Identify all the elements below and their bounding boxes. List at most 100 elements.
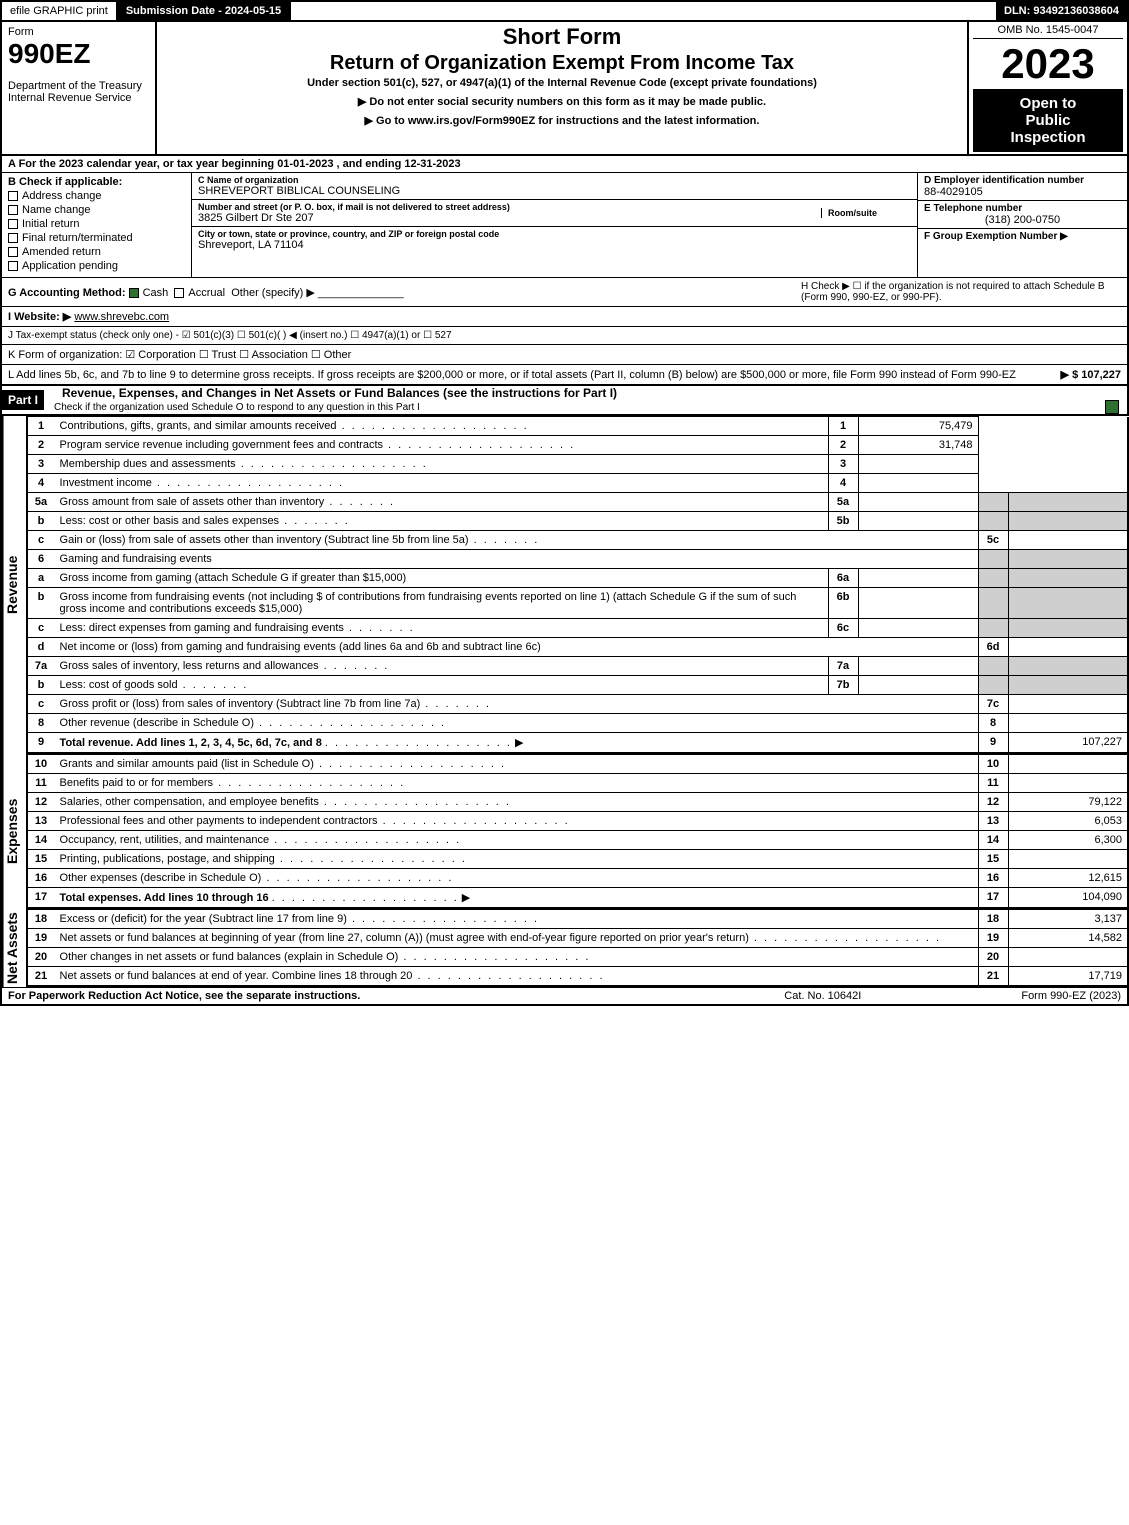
efile-print-label[interactable]: efile GRAPHIC print <box>2 2 118 20</box>
val-11 <box>1008 774 1128 793</box>
opt-address-change: Address change <box>22 190 102 202</box>
section-c: C Name of organization SHREVEPORT BIBLIC… <box>192 173 917 277</box>
num-12: 12 <box>978 793 1008 812</box>
val-5c <box>1008 531 1128 550</box>
desc-10: Grants and similar amounts paid (list in… <box>55 755 978 774</box>
netassets-section: Net Assets 18Excess or (deficit) for the… <box>0 909 1129 987</box>
ln-16: 16 <box>27 869 55 888</box>
chk-cash[interactable] <box>129 288 139 298</box>
desc-15: Printing, publications, postage, and shi… <box>55 850 978 869</box>
revenue-table: 1Contributions, gifts, grants, and simil… <box>26 416 1129 754</box>
section-b: B Check if applicable: Address change Na… <box>2 173 192 277</box>
grey-7a <box>978 657 1008 676</box>
ln-7b: b <box>27 676 55 695</box>
desc-7c: Gross profit or (loss) from sales of inv… <box>55 695 978 714</box>
netassets-table: 18Excess or (deficit) for the year (Subt… <box>26 909 1129 987</box>
org-name: SHREVEPORT BIBLICAL COUNSELING <box>198 185 911 197</box>
desc-14: Occupancy, rent, utilities, and maintena… <box>55 831 978 850</box>
desc-5b: Less: cost or other basis and sales expe… <box>60 515 350 527</box>
form-number: 990EZ <box>8 38 149 70</box>
ln-5c: c <box>27 531 55 550</box>
row-a-period: A For the 2023 calendar year, or tax yea… <box>0 156 1129 173</box>
org-street: 3825 Gilbert Dr Ste 207 <box>198 212 510 224</box>
opt-application-pending: Application pending <box>22 260 118 272</box>
org-city: Shreveport, LA 71104 <box>198 239 911 251</box>
ln-5b: b <box>27 512 55 531</box>
val-8 <box>1008 714 1128 733</box>
org-ein: 88-4029105 <box>924 186 1121 198</box>
top-bar: efile GRAPHIC print Submission Date - 20… <box>0 0 1129 22</box>
form-subline: Under section 501(c), 527, or 4947(a)(1)… <box>163 77 961 89</box>
greyval-7a <box>1008 657 1128 676</box>
val-16: 12,615 <box>1008 869 1128 888</box>
opt-amended-return: Amended return <box>22 246 101 258</box>
revenue-section: Revenue 1Contributions, gifts, grants, a… <box>0 416 1129 754</box>
sub-6b: 6b <box>828 588 858 619</box>
chk-name-change[interactable] <box>8 205 18 215</box>
sub-7a: 7a <box>828 657 858 676</box>
num-17: 17 <box>978 888 1008 909</box>
ln-4: 4 <box>27 474 55 493</box>
dept-label: Department of the Treasury <box>8 80 149 92</box>
val-1: 75,479 <box>858 417 978 436</box>
part1-schedule-o-check[interactable] <box>1105 400 1119 414</box>
open-line-2: Public <box>975 112 1121 129</box>
chk-application-pending[interactable] <box>8 261 18 271</box>
val-3 <box>858 455 978 474</box>
num-10: 10 <box>978 755 1008 774</box>
greyval-5a <box>1008 493 1128 512</box>
greyval-6a <box>1008 569 1128 588</box>
f-group-label: F Group Exemption Number ▶ <box>924 231 1121 242</box>
val-10 <box>1008 755 1128 774</box>
part1-sub: Check if the organization used Schedule … <box>54 402 420 413</box>
chk-initial-return[interactable] <box>8 219 18 229</box>
g-accrual: Accrual <box>188 287 225 299</box>
chk-address-change[interactable] <box>8 191 18 201</box>
website-link[interactable]: www.shrevebc.com <box>74 311 169 323</box>
ln-8: 8 <box>27 714 55 733</box>
desc-7b: Less: cost of goods sold <box>55 676 828 695</box>
ln-2: 2 <box>27 436 55 455</box>
val-14: 6,300 <box>1008 831 1128 850</box>
row-g: G Accounting Method: Cash Accrual Other … <box>8 286 404 299</box>
desc-21: Net assets or fund balances at end of ye… <box>55 967 978 987</box>
ln-14: 14 <box>27 831 55 850</box>
expenses-section: Expenses 10Grants and similar amounts pa… <box>0 754 1129 909</box>
num-20: 20 <box>978 948 1008 967</box>
val-13: 6,053 <box>1008 812 1128 831</box>
val-4 <box>858 474 978 493</box>
g-other: Other (specify) ▶ <box>231 287 315 299</box>
num-14: 14 <box>978 831 1008 850</box>
chk-amended-return[interactable] <box>8 247 18 257</box>
subval-7a <box>858 657 978 676</box>
row-k: K Form of organization: ☑ Corporation ☐ … <box>0 345 1129 365</box>
desc-12: Salaries, other compensation, and employ… <box>55 793 978 812</box>
tax-year: 2023 <box>973 43 1123 85</box>
form-instruct-2: ▶ Go to www.irs.gov/Form990EZ for instru… <box>163 114 961 127</box>
subval-5b <box>858 512 978 531</box>
desc-17: Total expenses. Add lines 10 through 16 <box>60 892 269 904</box>
desc-17-wrap: Total expenses. Add lines 10 through 16 … <box>55 888 978 909</box>
ln-20: 20 <box>27 948 55 967</box>
ln-19: 19 <box>27 929 55 948</box>
desc-11: Benefits paid to or for members <box>55 774 978 793</box>
val-2: 31,748 <box>858 436 978 455</box>
desc-6b: Gross income from fundraising events (no… <box>55 588 828 619</box>
chk-accrual[interactable] <box>174 288 184 298</box>
num-5c: 5c <box>978 531 1008 550</box>
num-21: 21 <box>978 967 1008 987</box>
num-3: 3 <box>828 455 858 474</box>
open-line-3: Inspection <box>975 129 1121 146</box>
row-i: I Website: ▶ www.shrevebc.com <box>0 307 1129 327</box>
c-name-label: C Name of organization <box>198 175 911 185</box>
row-g-h: G Accounting Method: Cash Accrual Other … <box>0 278 1129 307</box>
desc-8: Other revenue (describe in Schedule O) <box>55 714 978 733</box>
ln-18: 18 <box>27 910 55 929</box>
desc-4: Investment income <box>55 474 828 493</box>
desc-19: Net assets or fund balances at beginning… <box>55 929 978 948</box>
chk-final-return[interactable] <box>8 233 18 243</box>
grey-6c <box>978 619 1008 638</box>
ln-7c: c <box>27 695 55 714</box>
desc-2: Program service revenue including govern… <box>55 436 828 455</box>
open-line-1: Open to <box>975 95 1121 112</box>
